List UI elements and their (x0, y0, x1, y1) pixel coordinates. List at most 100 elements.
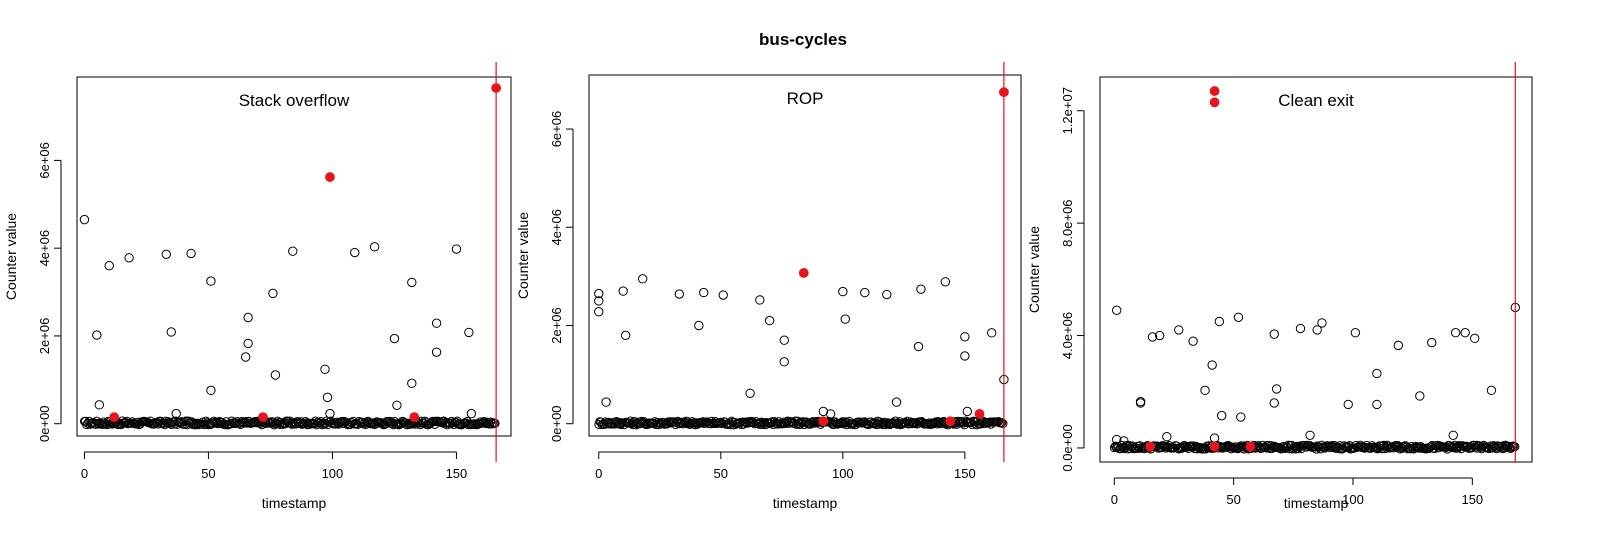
highlight-point (1209, 97, 1220, 108)
data-point (350, 247, 360, 258)
data-point (1269, 329, 1279, 339)
data-point (916, 284, 926, 294)
x-tick-label: 100 (1342, 492, 1364, 507)
data-point (962, 406, 973, 417)
baseline-point (998, 419, 1008, 429)
data-point (987, 328, 997, 338)
data-point (1393, 340, 1404, 351)
x-axis-label: timestamp (773, 495, 838, 511)
data-point (1217, 410, 1227, 421)
data-point (1174, 325, 1184, 335)
highlight-point (409, 412, 420, 423)
data-point (891, 397, 902, 407)
chart-panel-1: ROP 0 50 100 150 0e+00 2e+06 4e+06 6e+06 timestam… (515, 62, 1022, 511)
data-point (466, 408, 477, 419)
highlight-point (258, 412, 268, 423)
y-axis-label: Counter value (3, 213, 19, 300)
x-tick-label: 150 (954, 466, 976, 481)
panel-title: Clean exit (1278, 91, 1354, 110)
data-point (960, 351, 970, 361)
baseline-point (386, 417, 396, 427)
data-point (1350, 328, 1361, 338)
data-point (166, 327, 176, 337)
y-tick-label: 2e+06 (37, 318, 52, 355)
data-point (322, 392, 333, 403)
data-point (618, 286, 628, 296)
data-point (288, 246, 298, 256)
data-point (369, 242, 380, 252)
x-tick-label: 0 (81, 466, 88, 481)
data-point (243, 312, 253, 323)
data-point (1317, 318, 1327, 328)
data-point (620, 330, 631, 341)
y-tick-label: 6e+06 (549, 111, 564, 148)
data-point (1188, 336, 1198, 346)
baseline-point (483, 418, 493, 428)
data-point (161, 249, 171, 260)
highlight-point (974, 408, 985, 419)
x-tick-label: 50 (201, 466, 215, 481)
plot-frame (588, 74, 1022, 437)
data-point (206, 385, 216, 396)
data-point (745, 388, 755, 398)
data-point (1343, 399, 1353, 410)
panel-title: ROP (787, 89, 824, 108)
data-point (594, 288, 604, 299)
data-point (1372, 399, 1382, 410)
data-point (674, 289, 685, 299)
baseline-point (490, 418, 500, 428)
x-tick-label: 150 (446, 466, 468, 481)
data-point (840, 314, 850, 324)
data-point (392, 400, 402, 410)
data-point (206, 276, 216, 286)
data-point (882, 289, 892, 300)
baseline-point (326, 416, 336, 426)
baseline-point (739, 419, 749, 429)
y-axis-label: Counter value (1026, 226, 1042, 313)
highlight-point (1245, 441, 1256, 452)
y-tick-label: 4.0e+06 (1060, 312, 1075, 359)
data-point (1269, 398, 1279, 408)
data-point (1233, 312, 1244, 322)
data-point (1147, 332, 1158, 342)
highlight-point (325, 172, 335, 182)
highlight-point (818, 416, 829, 427)
data-point (1415, 391, 1425, 401)
data-point (1450, 328, 1461, 338)
y-tick-label: 1.2e+07 (1060, 87, 1075, 134)
chart-panel-0: Stack overflow 0 50 100 150 0e+00 2e+06 4e+06 6e… (3, 62, 512, 511)
plot-frame (1099, 76, 1533, 463)
highlight-point (999, 87, 1009, 98)
data-point (407, 378, 417, 389)
data-point (268, 288, 278, 299)
baseline-point (1506, 443, 1516, 453)
data-point (1470, 333, 1480, 344)
data-point (1162, 432, 1172, 442)
y-tick-label: 0.0e+00 (1060, 424, 1075, 471)
data-point (451, 244, 462, 254)
baseline-point (479, 417, 489, 427)
data-point (1112, 305, 1122, 315)
baseline-point (997, 418, 1007, 428)
data-point (1427, 337, 1437, 348)
marks (79, 214, 500, 430)
x-tick-label: 100 (322, 466, 344, 481)
x-tick-label: 150 (1461, 492, 1483, 507)
highlight-point (109, 412, 120, 423)
y-axis-label: Counter value (515, 212, 531, 299)
data-point (1200, 385, 1210, 396)
data-point (825, 409, 836, 419)
data-point (755, 295, 765, 305)
data-point (270, 370, 281, 380)
panel-title: Stack overflow (239, 91, 350, 110)
data-point (94, 400, 105, 410)
data-point (407, 277, 417, 288)
y-tick-label: 0e+00 (549, 405, 564, 442)
data-point (124, 253, 134, 263)
data-point (601, 397, 611, 407)
highlight-point (491, 83, 502, 93)
data-point (186, 248, 196, 259)
data-point (1271, 384, 1282, 394)
data-point (92, 330, 102, 340)
